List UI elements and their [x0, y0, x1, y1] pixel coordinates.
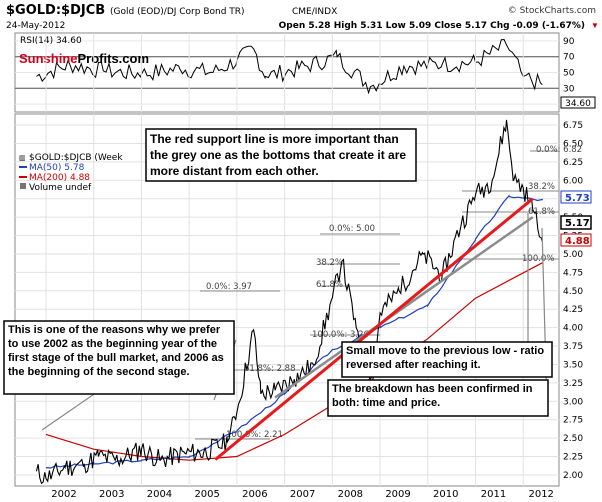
- symbol-title: $GOLD:$DJCB: [6, 3, 105, 18]
- rsi-label: RSI(14) 34.60: [20, 36, 82, 46]
- brand-logo-red: Sunshine: [19, 51, 78, 66]
- callout-top-text: The red support line is more important t…: [150, 132, 407, 178]
- legend-volume: Volume undef: [29, 183, 92, 193]
- price-tick-label: 4.75: [563, 268, 583, 278]
- callout-mid-text: Small move to the previous low - ratio r…: [346, 345, 545, 371]
- price-tick-label: 4.00: [563, 324, 583, 334]
- price-tick-label: 6.75: [563, 121, 583, 131]
- callout-bottom-box: [327, 379, 549, 417]
- fib-label: 61.8%: [316, 280, 343, 290]
- close-value-box: [560, 215, 592, 230]
- pointer-line: [541, 227, 548, 409]
- price-tick-label: 2.75: [563, 416, 583, 426]
- fib-label: 100.0%: 3.26: [312, 330, 369, 340]
- rsi-line: [36, 38, 543, 95]
- year-tick-label: 2002: [51, 489, 76, 500]
- ma200-value-text: 4.88: [565, 236, 590, 247]
- callout-pointers: [41, 213, 548, 431]
- price-tick-label: 3.50: [563, 360, 583, 370]
- legend: $GOLD:$DJCB (Week MA(50) 5.78 MA(200) 4.…: [19, 153, 123, 193]
- price-line: [35, 119, 543, 485]
- rsi-value-box: [560, 96, 596, 109]
- ma50-value-text: 5.73: [565, 193, 590, 204]
- rsi-tick-label: 70: [563, 53, 575, 63]
- year-tick-label: 2012: [528, 489, 553, 500]
- price-grid: [15, 124, 559, 476]
- price-tick-label: 4.25: [563, 305, 583, 315]
- callout-mid: Small move to the previous low - ratio r…: [341, 341, 553, 378]
- callout-left-box: [3, 320, 235, 395]
- callout-bottom: The breakdown has been confirmed in both…: [327, 379, 549, 417]
- price-tick-label: 3.75: [563, 342, 583, 352]
- ma200-line: [45, 262, 543, 461]
- callout-left-text: This is one of the reasons why we prefer…: [8, 324, 224, 378]
- red-support-line: [214, 197, 534, 461]
- price-tick-label: 5.00: [563, 250, 583, 260]
- price-tick-label: 2.25: [563, 453, 583, 463]
- callout-top: The red support line is more important t…: [145, 128, 417, 182]
- year-tick-label: 2004: [147, 489, 172, 500]
- legend-title: $GOLD:$DJCB (Week: [29, 153, 123, 163]
- year-tick-label: 2011: [481, 489, 506, 500]
- year-tick-label: 2006: [242, 489, 267, 500]
- rsi-tick-label: 90: [563, 37, 575, 47]
- callout-bottom-text: The breakdown has been confirmed in both…: [332, 383, 533, 409]
- year-tick-label: 2007: [290, 489, 315, 500]
- exchange-label: CME/INDX: [292, 7, 337, 17]
- price-scale: 6.756.506.256.005.755.505.255.004.754.50…: [563, 121, 583, 481]
- legend-ma50: MA(50) 5.78: [29, 163, 85, 173]
- price-tick-label: 3.25: [563, 379, 583, 389]
- legend-price-icon: ▥: [19, 154, 26, 162]
- fib-labels: 0.0%: 6.82 38.2% 61.8% 100.0% 0.0%: 5.00…: [206, 145, 582, 440]
- fib-label: 38.2%: [528, 182, 555, 192]
- brand-logo: SunshineProfits.com: [19, 51, 149, 66]
- price-tick-label: 3.00: [563, 397, 583, 407]
- fib-label: 61.8%: [528, 207, 555, 217]
- price-tick-label: 6.25: [563, 158, 583, 168]
- chart-date: 24-May-2012: [6, 21, 65, 31]
- fib-label: 0.0%: 3.97: [206, 282, 252, 292]
- fib-label: 61.8%: 2.88: [244, 364, 296, 374]
- fib-label: 0.0%: 6.82: [536, 145, 582, 155]
- price-tick-label: 6.50: [563, 139, 583, 149]
- year-tick-label: 2005: [194, 489, 219, 500]
- rsi-tick-label: 50: [563, 69, 575, 79]
- price-tick-label: 2.00: [563, 471, 583, 481]
- year-tick-label: 2010: [433, 489, 458, 500]
- callout-left: This is one of the reasons why we prefer…: [3, 320, 235, 395]
- svg-text:SunshineProfits.com: SunshineProfits.com: [19, 51, 149, 66]
- fib-label: 38.2%: [316, 258, 343, 268]
- price-tick-label: 2.50: [563, 434, 583, 444]
- year-tick-label: 2009: [385, 489, 410, 500]
- source-credit: © StockCharts.com: [508, 6, 596, 16]
- callout-top-box: [145, 128, 417, 182]
- close-value-text: 5.17: [565, 218, 590, 229]
- last-price-boxes: 5.73 5.17 4.88: [560, 190, 592, 247]
- price-tick-label: 6.00: [563, 176, 583, 186]
- legend-ma200: MA(200) 4.88: [29, 173, 90, 183]
- ma200-value-box: [560, 233, 592, 247]
- ma50-value-box: [560, 190, 592, 204]
- fib-label: 100.0%: [522, 254, 554, 264]
- quote-summary: Open 5.28 High 5.31 Low 5.09 Close 5.17 …: [279, 21, 585, 31]
- rsi-tick-label: 30: [563, 84, 575, 94]
- legend-volume-swatch: [20, 183, 26, 189]
- price-tick-label: 4.50: [563, 287, 583, 297]
- rsi-value-text: 34.60: [565, 99, 591, 109]
- callout-mid-box: [341, 341, 553, 378]
- fib-label: 100.0%: 2.21: [226, 430, 283, 440]
- down-arrow-icon: ▼: [591, 21, 599, 30]
- year-tick-label: 2008: [338, 489, 363, 500]
- symbol-description: (Gold (EOD)/DJ Corp Bond TR): [110, 7, 245, 17]
- pointer-line: [41, 389, 101, 431]
- year-axis: 2002 2003 2004 2005 2006 2007 2008 2009 2010 2011…: [51, 489, 554, 500]
- fib-label: 0.0%: 5.00: [329, 224, 375, 234]
- grey-support-line: [274, 216, 534, 399]
- year-tick-label: 2003: [99, 489, 124, 500]
- brand-logo-black: Profits.com: [78, 51, 150, 66]
